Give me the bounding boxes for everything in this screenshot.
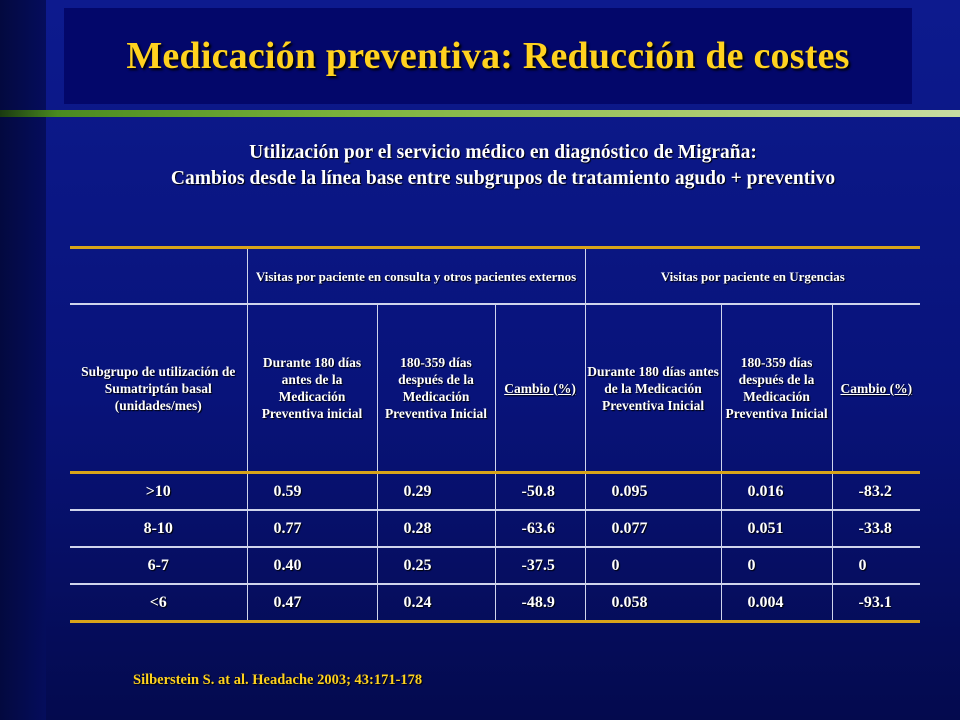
cell-emergency-change: -83.2: [831, 471, 921, 511]
cell-subgroup: 6-7: [70, 547, 247, 585]
group-header-emergency: Visitas por paciente en Urgencias: [584, 246, 921, 304]
column-header-outpatient-after: 180-359 días después de la Medicación Pr…: [376, 303, 495, 473]
emergency-change-label: Cambio (%): [840, 380, 913, 396]
cell-emergency-after: 0.004: [720, 584, 833, 623]
cell-outpatient-before: 0.77: [246, 510, 377, 548]
cell-subgroup: <6: [70, 584, 247, 623]
utilization-table: Visitas por paciente en consulta y otros…: [70, 246, 921, 623]
column-header-outpatient-before: Durante 180 días antes de la Medicación …: [246, 303, 377, 473]
cell-outpatient-after: 0.24: [376, 584, 495, 623]
cell-outpatient-before: 0.47: [246, 584, 377, 623]
cell-emergency-after: 0.051: [720, 510, 833, 548]
cell-outpatient-before: 0.40: [246, 547, 377, 585]
column-header-outpatient-change: Cambio (%): [494, 303, 586, 473]
cell-emergency-after: 0.016: [720, 471, 833, 511]
cell-outpatient-after: 0.28: [376, 510, 495, 548]
cell-emergency-before: 0: [584, 547, 722, 585]
column-header-emergency-after: 180-359 días después de la Medicación Pr…: [720, 303, 833, 473]
title-bar: Medicación preventiva: Reducción de cost…: [64, 8, 912, 104]
cell-outpatient-after: 0.25: [376, 547, 495, 585]
table-row: 8-10 0.77 0.28 -63.6 0.077 0.051 -33.8: [70, 510, 921, 548]
cell-outpatient-after: 0.29: [376, 471, 495, 511]
table-row: >10 0.59 0.29 -50.8 0.095 0.016 -83.2: [70, 471, 921, 511]
caption-line-2: Cambios desde la línea base entre subgru…: [170, 168, 836, 189]
cell-outpatient-change: -63.6: [494, 510, 586, 548]
cell-emergency-change: -33.8: [831, 510, 921, 548]
cell-emergency-before: 0.077: [584, 510, 722, 548]
column-header-subgroup: Subgrupo de utilización de Sumatriptán b…: [70, 303, 247, 473]
source-citation: Silberstein S. at al. Headache 2003; 43:…: [133, 672, 423, 688]
header-blank-cell: [70, 246, 247, 304]
column-header-emergency-before: Durante 180 días antes de la Medicación …: [584, 303, 722, 473]
cell-emergency-before: 0.095: [584, 471, 722, 511]
cell-subgroup: >10: [70, 471, 247, 511]
cell-outpatient-change: -37.5: [494, 547, 586, 585]
table-row: 6-7 0.40 0.25 -37.5 0 0 0: [70, 547, 921, 585]
table-caption: Utilización por el servicio médico en di…: [46, 140, 960, 192]
group-header-outpatient: Visitas por paciente en consulta y otros…: [246, 246, 586, 304]
cell-outpatient-change: -50.8: [494, 471, 586, 511]
cell-subgroup: 8-10: [70, 510, 247, 548]
cell-emergency-change: 0: [831, 547, 921, 585]
cell-emergency-before: 0.058: [584, 584, 722, 623]
caption-line-1: Utilización por el servicio médico en di…: [249, 142, 757, 163]
page-title: Medicación preventiva: Reducción de cost…: [126, 35, 850, 77]
table-row: <6 0.47 0.24 -48.9 0.058 0.004 -93.1: [70, 584, 921, 623]
cell-emergency-after: 0: [720, 547, 833, 585]
column-header-emergency-change: Cambio (%): [831, 303, 921, 473]
left-decorative-band: [0, 0, 46, 720]
cell-outpatient-change: -48.9: [494, 584, 586, 623]
cell-emergency-change: -93.1: [831, 584, 921, 623]
cell-outpatient-before: 0.59: [246, 471, 377, 511]
title-divider: [0, 110, 960, 117]
outpatient-change-label: Cambio (%): [504, 380, 576, 396]
